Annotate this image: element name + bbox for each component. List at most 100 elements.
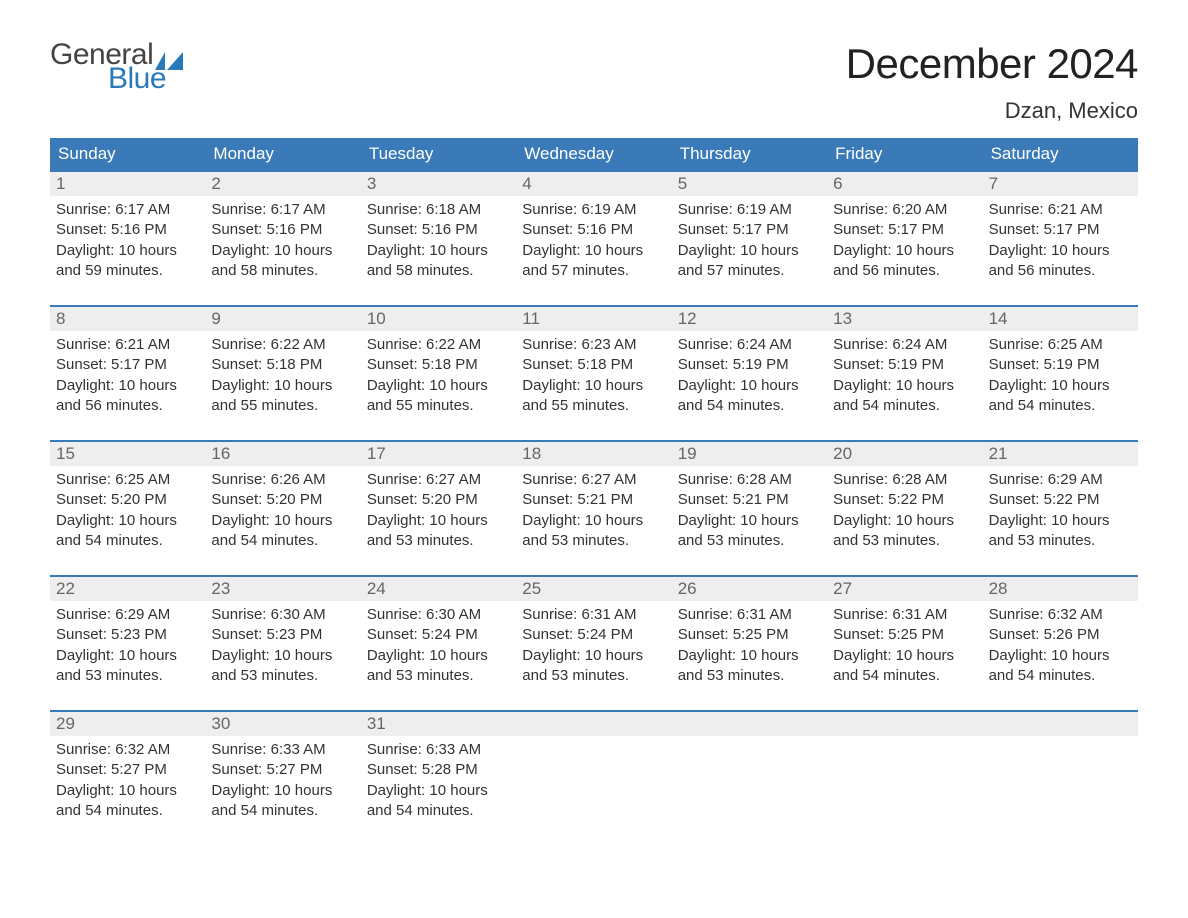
day-cell: 31Sunrise: 6:33 AMSunset: 5:28 PMDayligh… [361,712,516,825]
sunset-text: Sunset: 5:21 PM [678,490,821,510]
day-cell: 24Sunrise: 6:30 AMSunset: 5:24 PMDayligh… [361,577,516,690]
daylight-line2: and 58 minutes. [367,261,510,281]
day-number: 21 [983,442,1138,466]
sunset-text: Sunset: 5:22 PM [989,490,1132,510]
daylight-line2: and 56 minutes. [833,261,976,281]
sunrise-text: Sunrise: 6:17 AM [56,200,199,220]
day-content: Sunrise: 6:31 AMSunset: 5:24 PMDaylight:… [516,601,671,690]
sunrise-text: Sunrise: 6:21 AM [989,200,1132,220]
daylight-line1: Daylight: 10 hours [678,241,821,261]
daylight-line2: and 54 minutes. [367,801,510,821]
daylight-line1: Daylight: 10 hours [211,511,354,531]
sunset-text: Sunset: 5:23 PM [56,625,199,645]
day-number: 10 [361,307,516,331]
day-content: Sunrise: 6:29 AMSunset: 5:22 PMDaylight:… [983,466,1138,555]
day-cell: 26Sunrise: 6:31 AMSunset: 5:25 PMDayligh… [672,577,827,690]
sunrise-text: Sunrise: 6:23 AM [522,335,665,355]
sunrise-text: Sunrise: 6:31 AM [833,605,976,625]
sunset-text: Sunset: 5:18 PM [367,355,510,375]
day-content: Sunrise: 6:19 AMSunset: 5:16 PMDaylight:… [516,196,671,285]
day-cell [516,712,671,825]
brand-logo: General Blue [50,40,183,94]
week-row: 15Sunrise: 6:25 AMSunset: 5:20 PMDayligh… [50,440,1138,555]
day-content: Sunrise: 6:25 AMSunset: 5:19 PMDaylight:… [983,331,1138,420]
day-number: 30 [205,712,360,736]
day-content: Sunrise: 6:33 AMSunset: 5:27 PMDaylight:… [205,736,360,825]
day-number: 9 [205,307,360,331]
sunrise-text: Sunrise: 6:18 AM [367,200,510,220]
sunset-text: Sunset: 5:16 PM [367,220,510,240]
sunrise-text: Sunrise: 6:28 AM [833,470,976,490]
day-content: Sunrise: 6:21 AMSunset: 5:17 PMDaylight:… [50,331,205,420]
day-content: Sunrise: 6:22 AMSunset: 5:18 PMDaylight:… [361,331,516,420]
sunrise-text: Sunrise: 6:19 AM [678,200,821,220]
sunrise-text: Sunrise: 6:21 AM [56,335,199,355]
day-number-empty [672,712,827,736]
day-content: Sunrise: 6:27 AMSunset: 5:21 PMDaylight:… [516,466,671,555]
sunset-text: Sunset: 5:17 PM [678,220,821,240]
daylight-line2: and 59 minutes. [56,261,199,281]
sunrise-text: Sunrise: 6:32 AM [989,605,1132,625]
daylight-line1: Daylight: 10 hours [56,241,199,261]
sunrise-text: Sunrise: 6:20 AM [833,200,976,220]
sunset-text: Sunset: 5:17 PM [989,220,1132,240]
day-content: Sunrise: 6:21 AMSunset: 5:17 PMDaylight:… [983,196,1138,285]
day-content: Sunrise: 6:28 AMSunset: 5:21 PMDaylight:… [672,466,827,555]
day-content: Sunrise: 6:28 AMSunset: 5:22 PMDaylight:… [827,466,982,555]
day-number: 25 [516,577,671,601]
sunset-text: Sunset: 5:17 PM [56,355,199,375]
day-number: 15 [50,442,205,466]
day-number: 28 [983,577,1138,601]
day-content: Sunrise: 6:29 AMSunset: 5:23 PMDaylight:… [50,601,205,690]
sunrise-text: Sunrise: 6:31 AM [678,605,821,625]
daylight-line1: Daylight: 10 hours [211,781,354,801]
day-number: 13 [827,307,982,331]
weekday-tuesday: Tuesday [361,138,516,170]
day-number: 1 [50,172,205,196]
sunrise-text: Sunrise: 6:29 AM [989,470,1132,490]
weekday-monday: Monday [205,138,360,170]
location-label: Dzan, Mexico [846,98,1138,124]
day-cell: 19Sunrise: 6:28 AMSunset: 5:21 PMDayligh… [672,442,827,555]
daylight-line2: and 54 minutes. [833,396,976,416]
daylight-line1: Daylight: 10 hours [367,781,510,801]
week-row: 22Sunrise: 6:29 AMSunset: 5:23 PMDayligh… [50,575,1138,690]
day-number: 16 [205,442,360,466]
daylight-line1: Daylight: 10 hours [211,241,354,261]
day-cell: 3Sunrise: 6:18 AMSunset: 5:16 PMDaylight… [361,172,516,285]
day-content: Sunrise: 6:33 AMSunset: 5:28 PMDaylight:… [361,736,516,825]
daylight-line2: and 57 minutes. [678,261,821,281]
daylight-line2: and 56 minutes. [989,261,1132,281]
sunset-text: Sunset: 5:19 PM [833,355,976,375]
day-content: Sunrise: 6:20 AMSunset: 5:17 PMDaylight:… [827,196,982,285]
sunset-text: Sunset: 5:27 PM [211,760,354,780]
daylight-line2: and 54 minutes. [833,666,976,686]
daylight-line2: and 53 minutes. [833,531,976,551]
day-cell: 22Sunrise: 6:29 AMSunset: 5:23 PMDayligh… [50,577,205,690]
sunrise-text: Sunrise: 6:25 AM [56,470,199,490]
daylight-line1: Daylight: 10 hours [522,241,665,261]
daylight-line1: Daylight: 10 hours [367,241,510,261]
calendar-grid: Sunday Monday Tuesday Wednesday Thursday… [50,138,1138,825]
day-content: Sunrise: 6:31 AMSunset: 5:25 PMDaylight:… [827,601,982,690]
daylight-line2: and 53 minutes. [367,531,510,551]
week-row: 8Sunrise: 6:21 AMSunset: 5:17 PMDaylight… [50,305,1138,420]
logo-text-blue: Blue [108,64,183,94]
sunrise-text: Sunrise: 6:27 AM [522,470,665,490]
sunset-text: Sunset: 5:19 PM [989,355,1132,375]
day-cell: 30Sunrise: 6:33 AMSunset: 5:27 PMDayligh… [205,712,360,825]
day-content: Sunrise: 6:23 AMSunset: 5:18 PMDaylight:… [516,331,671,420]
day-cell: 15Sunrise: 6:25 AMSunset: 5:20 PMDayligh… [50,442,205,555]
weekday-saturday: Saturday [983,138,1138,170]
sunrise-text: Sunrise: 6:30 AM [211,605,354,625]
daylight-line2: and 54 minutes. [211,531,354,551]
day-cell: 17Sunrise: 6:27 AMSunset: 5:20 PMDayligh… [361,442,516,555]
daylight-line1: Daylight: 10 hours [989,646,1132,666]
day-number: 23 [205,577,360,601]
sunrise-text: Sunrise: 6:31 AM [522,605,665,625]
sunset-text: Sunset: 5:24 PM [522,625,665,645]
daylight-line2: and 54 minutes. [56,801,199,821]
day-cell [672,712,827,825]
day-cell: 10Sunrise: 6:22 AMSunset: 5:18 PMDayligh… [361,307,516,420]
day-content: Sunrise: 6:25 AMSunset: 5:20 PMDaylight:… [50,466,205,555]
